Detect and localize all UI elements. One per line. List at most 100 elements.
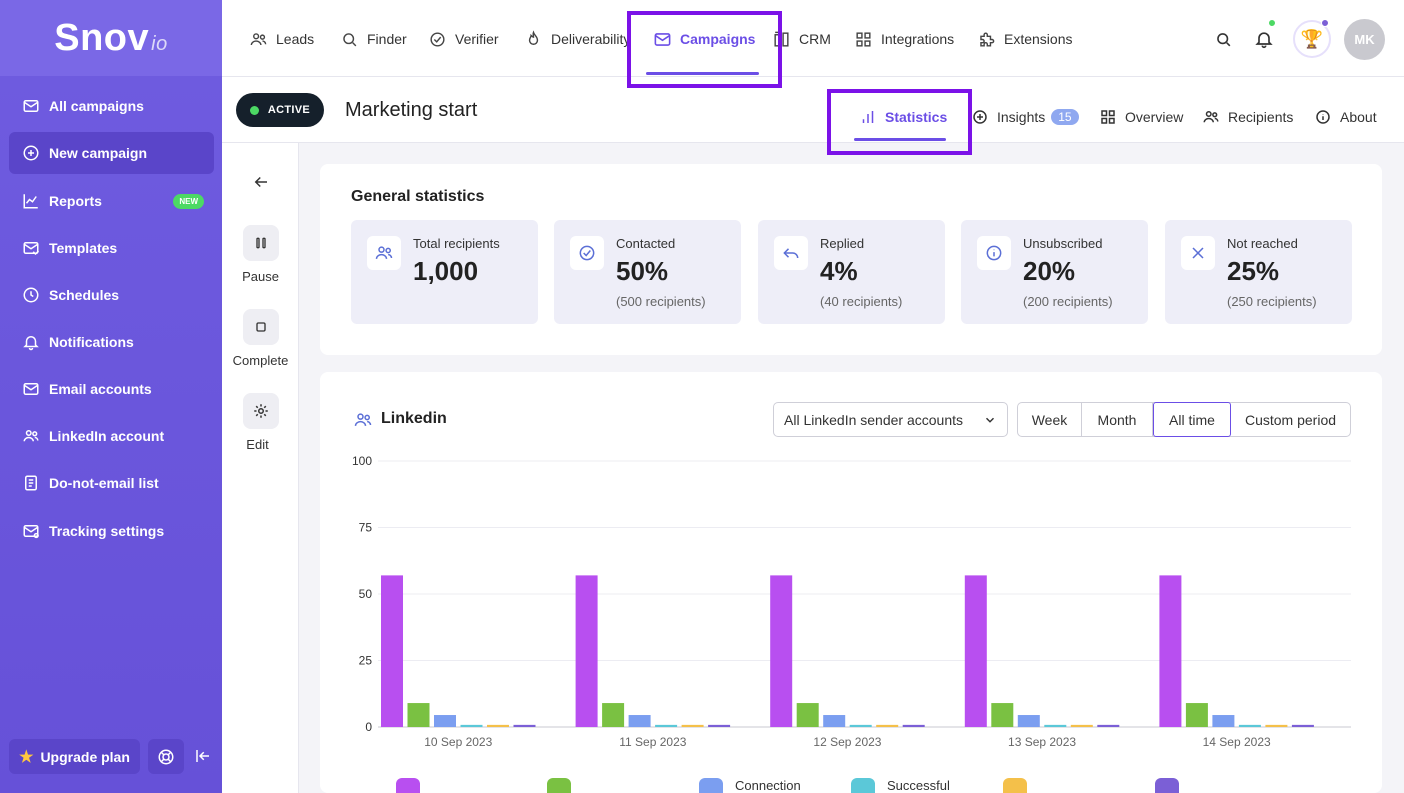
campaign-header: ACTIVE Marketing start Statistics Insigh… (222, 77, 1404, 143)
pause-button[interactable] (243, 225, 279, 261)
nav-label: CRM (799, 31, 831, 47)
logo-suffix: io (151, 32, 168, 55)
period-label: Week (1031, 411, 1068, 428)
bar-chart-icon (862, 111, 874, 123)
global-search-button[interactable] (1212, 28, 1234, 50)
stat-sub: (500 recipients) (616, 294, 706, 309)
avatar-initials: MK (1354, 32, 1375, 47)
sidebar-item-label: Reports (49, 193, 102, 209)
pause-label: Pause (242, 269, 279, 284)
sidebar-item-reports[interactable]: Reports NEW (9, 180, 214, 222)
legend-item (1155, 778, 1191, 793)
tab-insights[interactable]: Insights 15 (971, 107, 1079, 127)
new-badge: NEW (173, 193, 204, 209)
pause-icon (256, 237, 266, 249)
bell-icon (1255, 32, 1273, 49)
campaigns-highlight (627, 11, 782, 88)
sidebar-item-schedules[interactable]: Schedules (9, 274, 214, 316)
x-tick-label: 11 Sep 2023 (619, 735, 686, 749)
nav-integrations[interactable]: Integrations (854, 28, 954, 50)
nav-crm[interactable]: CRM (772, 28, 831, 50)
grid-icon (856, 31, 871, 47)
linkedin-bar-chart: 0 25 50 75 100 10 Sep 2023 11 Sep 2023 12 Sep 2… (352, 454, 1351, 749)
edit-button[interactable] (243, 393, 279, 429)
nav-extensions[interactable]: Extensions (977, 28, 1072, 50)
stat-label: Unsubscribed (1023, 236, 1103, 251)
trophy-icon: 🏆 (1300, 28, 1324, 49)
chart-bar (1238, 724, 1261, 727)
period-all-time[interactable]: All time (1153, 402, 1231, 437)
tab-label: Insights (997, 109, 1046, 125)
chart-bar (1265, 724, 1288, 727)
check-circle-icon (570, 236, 604, 270)
legend-swatch (1155, 778, 1179, 793)
tab-recipients[interactable]: Recipients (1202, 107, 1293, 127)
notifications-button[interactable] (1252, 27, 1276, 51)
chart-bar (1159, 575, 1182, 727)
sender-select-value: All LinkedIn sender accounts (784, 411, 963, 428)
chart-bar (1017, 715, 1040, 727)
tab-statistics[interactable]: Statistics (859, 107, 947, 127)
tab-label: Statistics (885, 109, 948, 125)
period-week[interactable]: Week (1018, 403, 1082, 436)
period-label: Custom period (1244, 411, 1337, 428)
stat-value: 50% (616, 256, 669, 286)
sidebar-item-tracking-settings[interactable]: Tracking settings (9, 510, 214, 552)
nav-deliverability[interactable]: Deliverability (524, 28, 630, 50)
sidebar-item-label: Notifications (49, 334, 134, 350)
upgrade-plan-button[interactable]: ★ Upgrade plan (9, 739, 140, 774)
arrow-left-icon (254, 176, 267, 188)
mail-icon (654, 32, 671, 46)
sidebar-item-linkedin-account[interactable]: LinkedIn account (9, 415, 214, 457)
status-badge[interactable]: ACTIVE (236, 93, 324, 127)
sidebar-item-new-campaign[interactable]: New campaign (9, 132, 214, 174)
complete-button[interactable] (243, 309, 279, 345)
nav-campaigns[interactable]: Campaigns (653, 28, 755, 50)
help-button[interactable] (148, 739, 184, 774)
tab-overview[interactable]: Overview (1099, 107, 1183, 127)
sidebar-item-email-accounts[interactable]: Email accounts (9, 368, 214, 410)
sidebar-item-templates[interactable]: Templates (9, 227, 214, 269)
legend-item (396, 778, 432, 793)
snov-logo[interactable]: Snov io (0, 0, 222, 76)
chart-bar (407, 703, 430, 727)
status-dot (249, 105, 259, 115)
chart-bar (628, 715, 651, 727)
sender-accounts-select[interactable]: All LinkedIn sender accounts (773, 402, 1008, 437)
sidebar-item-notifications[interactable]: Notifications (9, 321, 214, 363)
y-tick-label: 100 (352, 454, 372, 468)
chart-bar (991, 703, 1014, 727)
people-icon (23, 430, 39, 442)
stat-label: Contacted (616, 236, 676, 251)
period-month[interactable]: Month (1082, 403, 1153, 436)
achievements-button[interactable]: 🏆 (1293, 20, 1331, 58)
x-tick-label: 10 Sep 2023 (424, 735, 492, 749)
chart-bar (796, 703, 819, 727)
lifebuoy-icon (158, 749, 174, 764)
legend-swatch (699, 778, 723, 793)
nav-verifier[interactable]: Verifier (428, 28, 499, 50)
collapse-sidebar-button[interactable] (192, 745, 214, 767)
nav-leads[interactable]: Leads (249, 28, 314, 50)
chart-bar (1212, 715, 1235, 727)
chart-bar (823, 715, 846, 727)
nav-finder[interactable]: Finder (340, 28, 407, 50)
chevron-down-icon (985, 417, 995, 423)
tab-label: Recipients (1228, 109, 1294, 125)
y-tick-label: 0 (365, 720, 372, 734)
sidebar-item-all-campaigns[interactable]: All campaigns (9, 85, 214, 127)
action-rail: Pause Complete Edit (222, 143, 299, 793)
chart-bar (487, 724, 509, 727)
legend-label: Connection (735, 778, 801, 793)
sidebar-item-do-not-email[interactable]: Do-not-email list (9, 462, 214, 504)
back-button[interactable] (250, 171, 272, 193)
legend-swatch (851, 778, 875, 793)
grid-icon (1101, 110, 1115, 124)
period-custom[interactable]: Custom period (1231, 403, 1350, 436)
nav-label: Extensions (1004, 31, 1073, 47)
flame-icon (528, 29, 539, 45)
achievement-dot (1321, 19, 1329, 27)
tab-about[interactable]: About (1314, 107, 1377, 127)
avatar[interactable]: MK (1344, 19, 1385, 60)
template-icon (23, 242, 40, 256)
